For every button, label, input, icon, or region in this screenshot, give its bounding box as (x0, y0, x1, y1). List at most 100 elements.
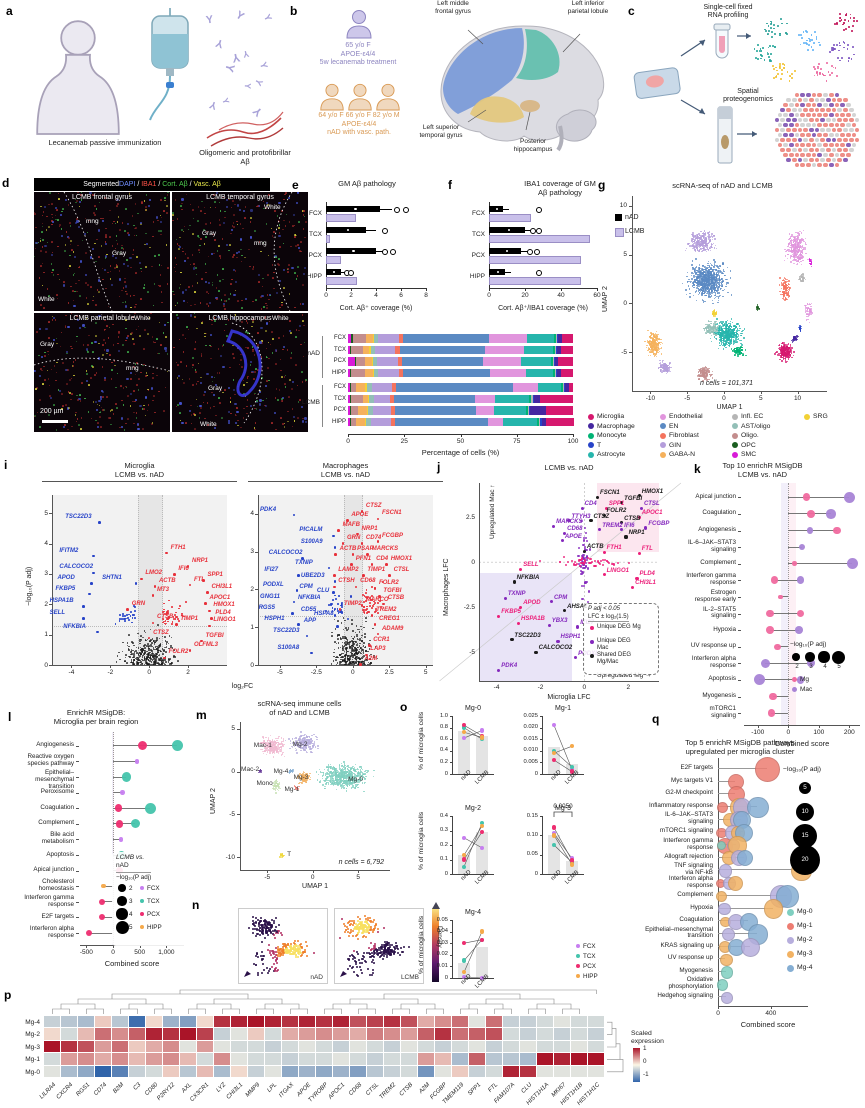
dot (721, 285, 722, 286)
dot (838, 50, 840, 52)
dot (817, 67, 819, 69)
dot (701, 251, 702, 252)
category-label: FCX (455, 210, 485, 217)
dot (715, 334, 716, 335)
dot (713, 235, 714, 236)
dot (663, 371, 664, 372)
dot (800, 331, 801, 332)
dot (817, 153, 822, 158)
dot (725, 347, 726, 348)
dot (782, 298, 783, 299)
dot (724, 345, 725, 346)
dot (725, 279, 726, 280)
dot (714, 247, 715, 248)
dot (769, 45, 771, 47)
dot (776, 75, 778, 77)
dot (685, 289, 686, 290)
dot (716, 248, 717, 249)
dot (712, 269, 713, 270)
dot (819, 73, 821, 75)
dot (730, 331, 731, 332)
dot (795, 232, 796, 233)
dot (805, 248, 806, 249)
dot (777, 25, 779, 27)
dot (800, 113, 805, 118)
dot (809, 40, 811, 42)
bar-lcmb (326, 235, 330, 243)
dot (853, 17, 855, 19)
dot (693, 287, 694, 288)
dot (692, 234, 693, 235)
dot (787, 254, 788, 255)
dot (816, 36, 818, 38)
dot (708, 284, 709, 285)
dot (796, 261, 797, 262)
dot (713, 274, 714, 275)
dot (694, 270, 695, 271)
dot (835, 143, 840, 148)
dot (820, 128, 825, 133)
dot (705, 295, 706, 296)
dot (803, 148, 808, 153)
dot (815, 158, 820, 163)
dot (702, 235, 703, 236)
dot (835, 163, 840, 168)
dot (715, 316, 716, 317)
x-axis-label: Cort. Aβ⁺ coverage (%) (296, 304, 456, 312)
segmentation-header: SegmentedDAPI / IBA1 / Cort. Aβ / Vasc. … (34, 178, 270, 191)
dot (689, 296, 690, 297)
dot (803, 31, 805, 33)
dot (767, 53, 769, 55)
dot (714, 264, 715, 265)
dot (713, 312, 714, 313)
dot (779, 67, 781, 69)
dot (792, 108, 797, 113)
scale-bar (42, 420, 68, 423)
dot (728, 342, 729, 343)
dot (805, 238, 806, 239)
dot (799, 325, 800, 326)
micrograph-title: LCMB frontal gyrus (34, 194, 170, 201)
dot (795, 153, 800, 158)
dot (805, 305, 806, 306)
dot (691, 275, 692, 276)
dot (845, 15, 847, 17)
dot (740, 340, 741, 341)
dot (782, 347, 783, 348)
dot (847, 44, 849, 46)
antibody-icon: Y (243, 83, 253, 89)
dot (803, 248, 804, 249)
micrograph-quadrant: LCMB hippocampus Gray White White (172, 313, 308, 432)
dot (716, 286, 717, 287)
dot (779, 354, 780, 355)
dot (698, 278, 699, 279)
dot (823, 75, 825, 77)
region-label: mng (86, 218, 99, 225)
dot (715, 279, 716, 280)
dot (691, 278, 692, 279)
tick-label: -5 (677, 395, 697, 402)
dot (712, 303, 713, 304)
dot (777, 73, 779, 75)
dot (734, 343, 735, 344)
dot (709, 231, 710, 232)
dot (793, 236, 794, 237)
person-illustration (18, 14, 138, 134)
dot (784, 285, 785, 286)
dot (846, 123, 851, 128)
dot (692, 285, 693, 286)
dot (707, 265, 708, 266)
dot (742, 330, 743, 331)
dot (786, 346, 787, 347)
dot (786, 23, 788, 25)
tick-label: 5 (610, 251, 627, 258)
dot (785, 255, 786, 256)
dot (801, 37, 803, 39)
dot (699, 250, 700, 251)
dot (850, 17, 852, 19)
dot (700, 283, 701, 284)
dot (771, 22, 773, 24)
dot (800, 93, 805, 98)
dot (761, 50, 763, 52)
dot (700, 236, 701, 237)
